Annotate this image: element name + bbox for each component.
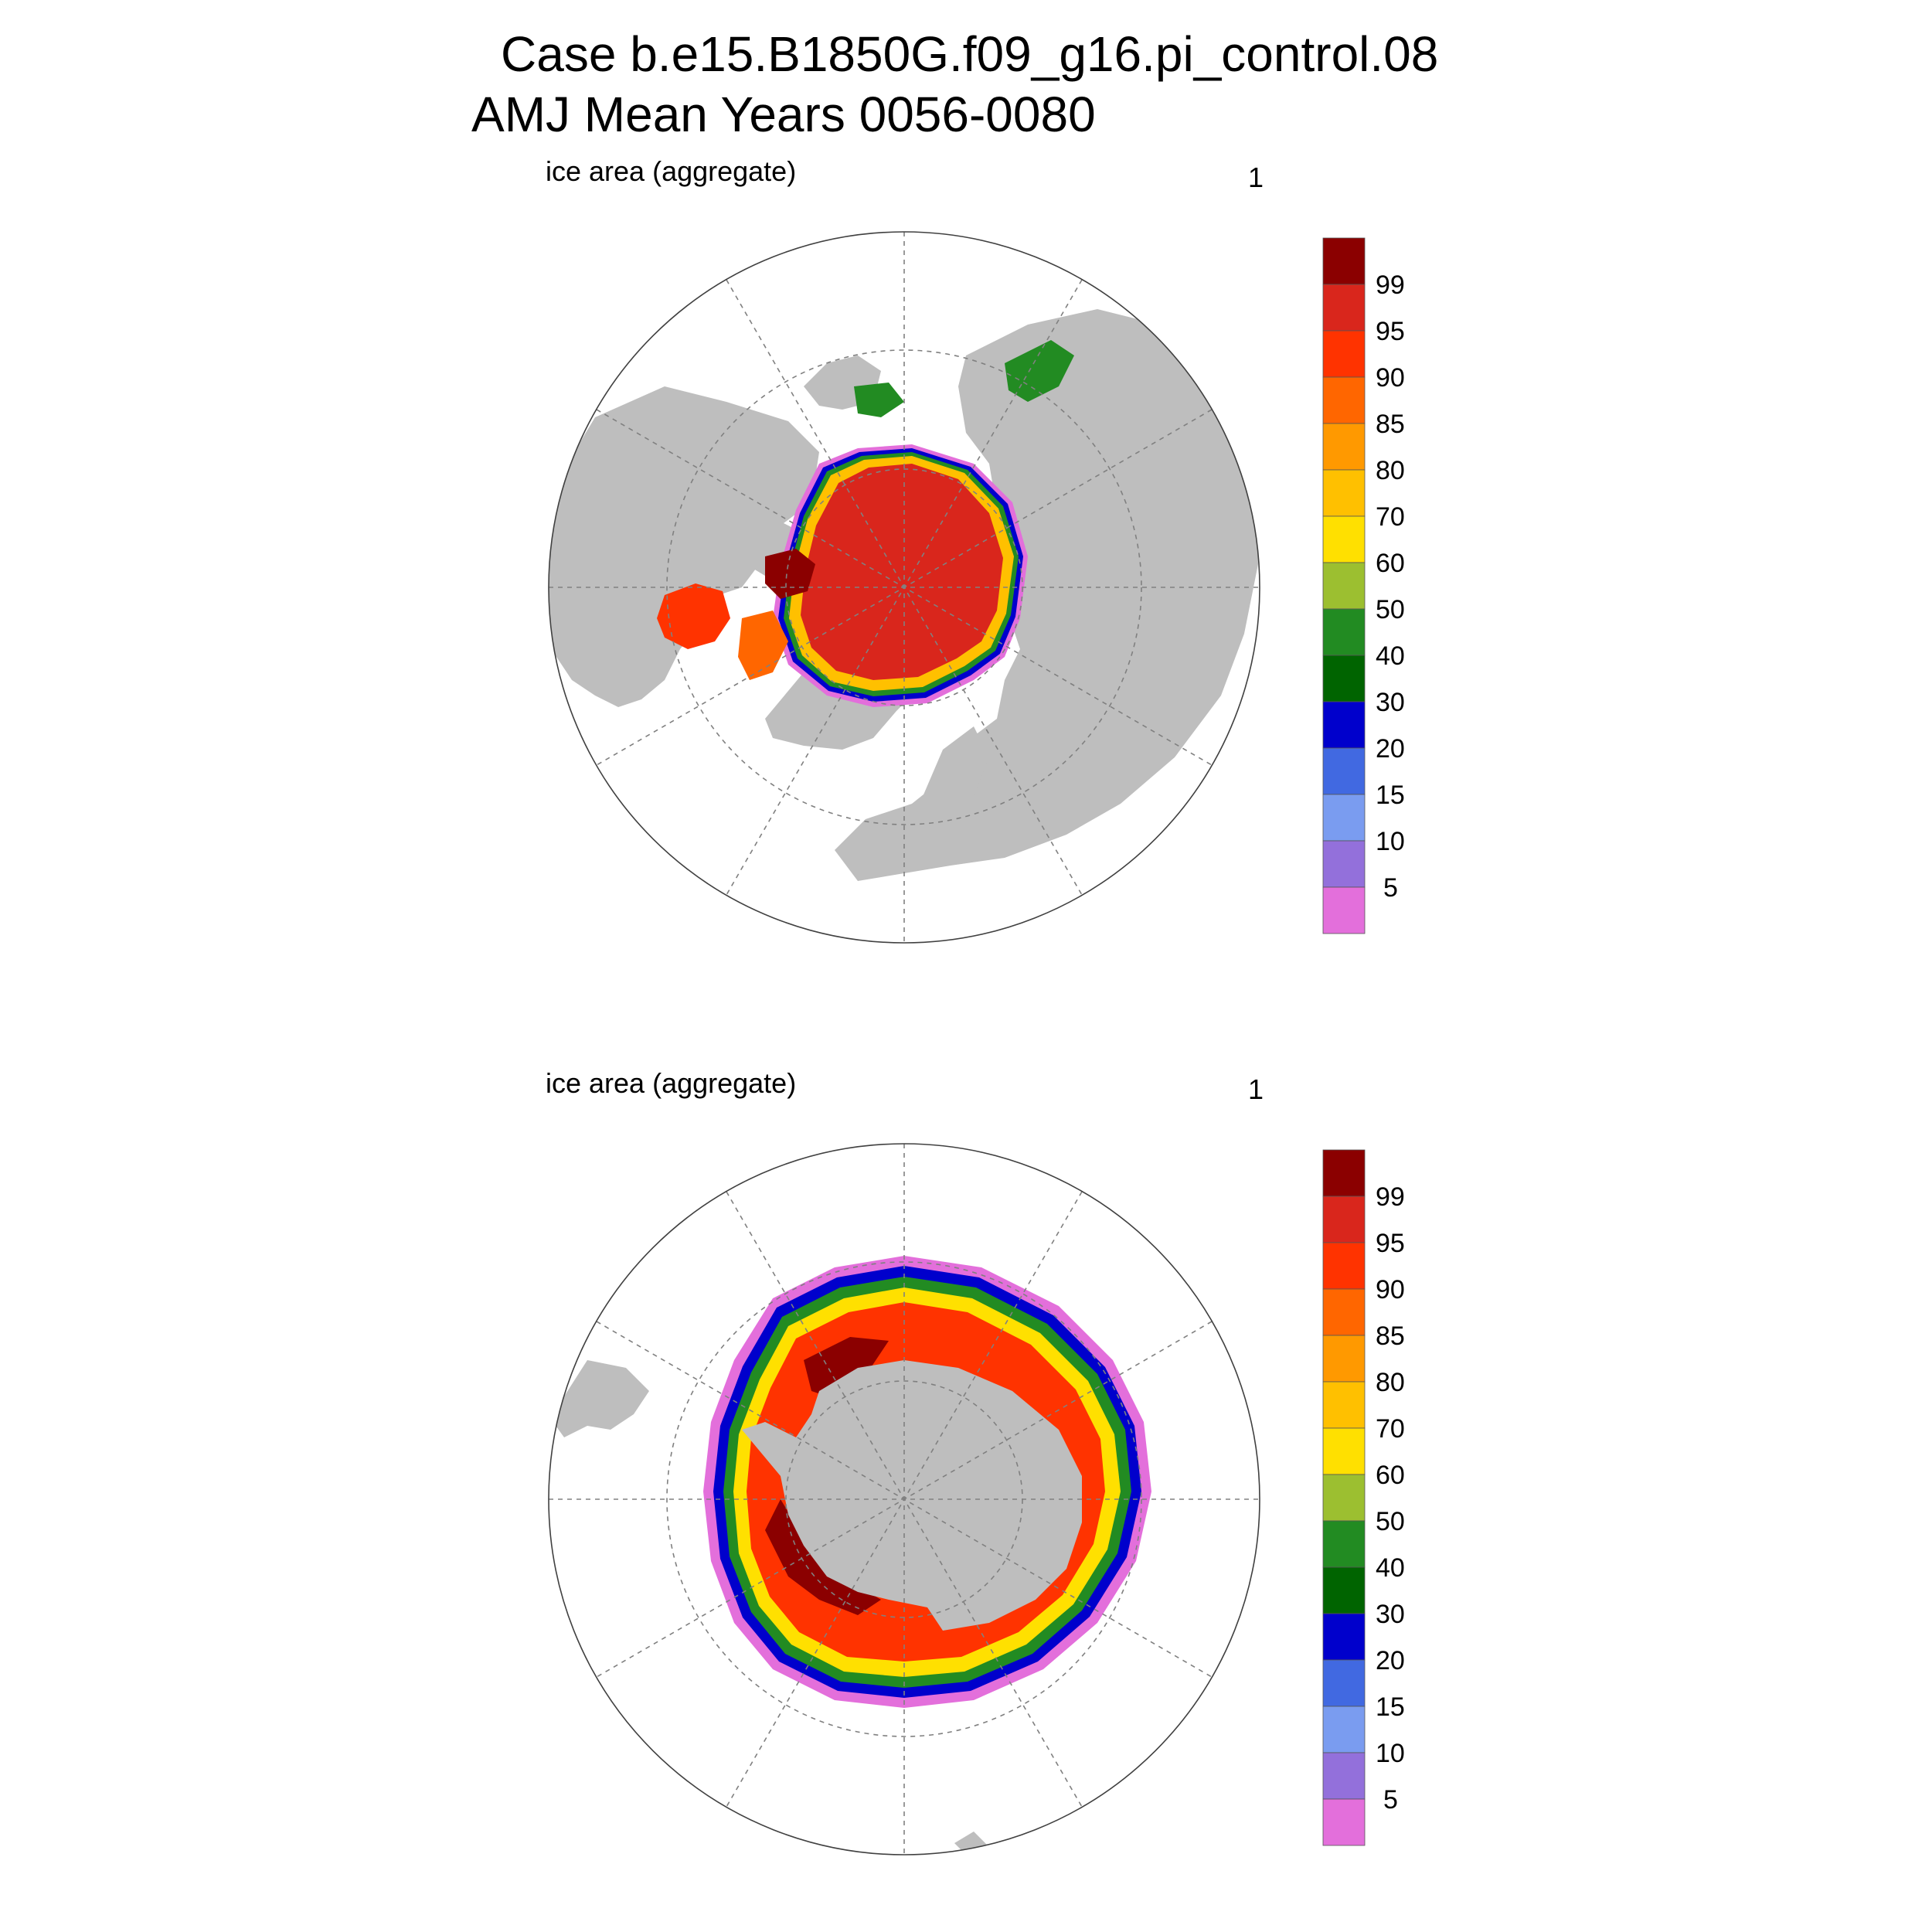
nh-map-border xyxy=(548,231,1260,944)
sh-colorbar-label: 60 xyxy=(1376,1461,1405,1490)
nh-colorbar-label: 10 xyxy=(1376,827,1405,856)
nh-colorbar: 99 95 90 85 80 70 60 50 40 30 20 15 10 5 xyxy=(1322,237,1405,934)
sh-ice-weddell xyxy=(804,1337,889,1399)
sh-colorbar-box xyxy=(1322,1520,1366,1568)
nh-colorbar-label: 5 xyxy=(1383,873,1398,903)
sh-colorbar-box xyxy=(1322,1335,1366,1383)
sh-colorbar-box xyxy=(1322,1798,1366,1846)
sh-graticule xyxy=(549,1144,1260,1855)
sh-map xyxy=(548,1143,1260,1855)
nh-colorbar-label: 40 xyxy=(1376,641,1405,671)
sh-panel-left-label: ice area (aggregate) xyxy=(546,1067,797,1099)
nh-colorbar-box xyxy=(1322,284,1366,332)
nh-colorbar-label: 70 xyxy=(1376,502,1405,532)
sh-colorbar-box xyxy=(1322,1427,1366,1475)
nh-colorbar-box xyxy=(1322,330,1366,378)
nh-ice-hudson-bay xyxy=(657,583,730,649)
nh-ice-core xyxy=(801,464,1003,680)
nh-map xyxy=(548,231,1260,944)
sh-colorbar-box xyxy=(1322,1288,1366,1336)
nh-sea-ice xyxy=(657,340,1074,707)
nh-colorbar-box xyxy=(1322,423,1366,471)
nh-graticule xyxy=(549,232,1260,943)
sh-colorbar-label: 10 xyxy=(1376,1739,1405,1768)
sh-colorbar-box xyxy=(1322,1149,1366,1197)
nh-ice-baffin xyxy=(738,611,788,680)
sh-colorbar-box xyxy=(1322,1752,1366,1800)
nh-ice-bering xyxy=(854,383,904,417)
nh-colorbar-box xyxy=(1322,655,1366,702)
nh-land-eurasia xyxy=(835,309,1260,881)
nh-ice-okhotsk xyxy=(1005,340,1074,402)
sh-colorbar-box xyxy=(1322,1196,1366,1243)
sh-colorbar-box xyxy=(1322,1474,1366,1522)
sh-map-border xyxy=(548,1143,1260,1855)
sh-colorbar-box xyxy=(1322,1706,1366,1753)
nh-colorbar-box xyxy=(1322,469,1366,517)
nh-ice-caa xyxy=(765,549,815,599)
sh-colorbar-box xyxy=(1322,1381,1366,1429)
sh-colorbar-label: 30 xyxy=(1376,1600,1405,1629)
sh-colorbar-label: 80 xyxy=(1376,1368,1405,1397)
nh-colorbar-box xyxy=(1322,886,1366,934)
nh-colorbar-label: 50 xyxy=(1376,595,1405,624)
sh-colorbar-label: 99 xyxy=(1376,1182,1405,1212)
nh-colorbar-label: 30 xyxy=(1376,688,1405,717)
nh-colorbar-label: 60 xyxy=(1376,549,1405,578)
sh-colorbar-label: 70 xyxy=(1376,1414,1405,1444)
sh-colorbar-box xyxy=(1322,1659,1366,1707)
sh-colorbar-label: 40 xyxy=(1376,1553,1405,1583)
sh-colorbar-label: 85 xyxy=(1376,1321,1405,1351)
nh-colorbar-box xyxy=(1322,376,1366,424)
sh-colorbar-box xyxy=(1322,1242,1366,1290)
nh-colorbar-box xyxy=(1322,515,1366,563)
nh-colorbar-box xyxy=(1322,562,1366,610)
sh-land-south-america xyxy=(550,1360,649,1437)
nh-colorbar-label: 90 xyxy=(1376,363,1405,393)
sh-colorbar-box xyxy=(1322,1566,1366,1614)
nh-panel-right-label: 1 xyxy=(1248,162,1264,193)
nh-colorbar-label: 80 xyxy=(1376,456,1405,485)
nh-land-scandinavia xyxy=(920,726,989,827)
nh-colorbar-box xyxy=(1322,747,1366,795)
nh-colorbar-label: 20 xyxy=(1376,734,1405,764)
nh-colorbar-box xyxy=(1322,237,1366,285)
sh-panel-right-label: 1 xyxy=(1248,1073,1264,1105)
nh-colorbar-label: 99 xyxy=(1376,270,1405,300)
nh-colorbar-label: 15 xyxy=(1376,781,1405,810)
sh-colorbar-label: 90 xyxy=(1376,1275,1405,1304)
nh-colorbar-box xyxy=(1322,794,1366,842)
sh-colorbar-label: 95 xyxy=(1376,1229,1405,1258)
sh-colorbar: 99 95 90 85 80 70 60 50 40 30 20 15 10 5 xyxy=(1322,1149,1405,1846)
nh-colorbar-box xyxy=(1322,840,1366,888)
plot-title-line2: AMJ Mean Years 0056-0080 xyxy=(471,87,1096,142)
sh-colorbar-label: 5 xyxy=(1383,1785,1398,1815)
sh-colorbar-label: 20 xyxy=(1376,1646,1405,1675)
plot-title-line1: Case b.e15.B1850G.f09_g16.pi_control.08 xyxy=(501,26,1439,82)
nh-colorbar-label: 85 xyxy=(1376,410,1405,439)
sh-colorbar-label: 15 xyxy=(1376,1692,1405,1722)
sh-colorbar-label: 50 xyxy=(1376,1507,1405,1536)
sh-sea-ice xyxy=(703,1256,1151,1708)
nh-land-north-america xyxy=(549,386,819,707)
nh-colorbar-box xyxy=(1322,701,1366,749)
nh-colorbar-box xyxy=(1322,608,1366,656)
nh-colorbar-label: 95 xyxy=(1376,317,1405,346)
sh-colorbar-box xyxy=(1322,1613,1366,1661)
nh-panel-left-label: ice area (aggregate) xyxy=(546,155,797,187)
